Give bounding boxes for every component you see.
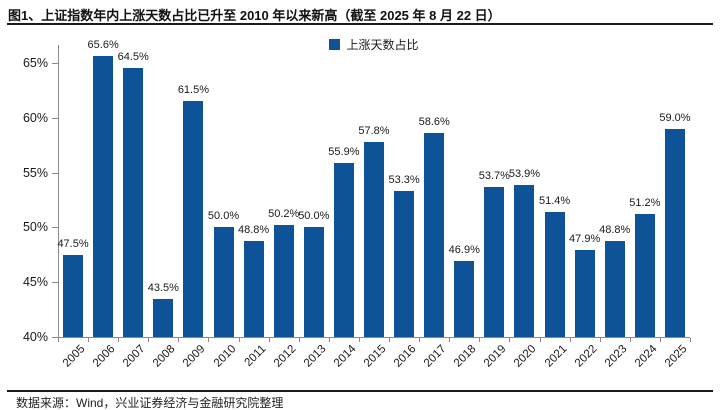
bar	[424, 133, 445, 337]
bar	[63, 254, 84, 337]
bar-value-label: 53.9%	[508, 167, 541, 180]
x-axis-tick	[298, 338, 300, 342]
x-axis-tick	[629, 338, 631, 342]
y-axis-tick	[52, 63, 58, 64]
y-axis-tick	[52, 172, 58, 174]
bar-value-label: 50.0%	[207, 210, 240, 223]
bar-value-label: 53.3%	[388, 174, 420, 187]
bar-value-label: 65.6%	[87, 39, 119, 52]
bar-value-label: 58.6%	[418, 116, 450, 129]
bar	[394, 191, 415, 337]
bar-value-label: 51.2%	[629, 197, 661, 210]
bar-value-label: 64.5%	[117, 51, 149, 64]
x-axis-tick	[88, 338, 90, 342]
chart-title: 图1、上证指数年内上涨天数占比已升至 2010 年以来新高（截至 2025 年 …	[8, 8, 501, 23]
y-axis-label: 60%	[22, 110, 48, 125]
bar-value-label: 57.8%	[358, 124, 390, 137]
bar	[364, 141, 384, 337]
bar	[123, 68, 144, 337]
bar	[634, 214, 655, 337]
bar	[664, 128, 685, 337]
y-axis-label: 45%	[22, 275, 48, 290]
x-axis-tick	[328, 338, 330, 342]
x-axis-tick	[599, 338, 601, 342]
x-axis-tick	[58, 338, 59, 342]
bar	[604, 240, 625, 337]
bar	[273, 225, 294, 337]
bar	[153, 298, 174, 337]
bar	[213, 227, 234, 337]
bar-value-label: 47.5%	[57, 237, 89, 250]
y-axis-tick	[52, 282, 58, 284]
y-axis-tick	[52, 337, 58, 338]
x-axis-tick	[539, 338, 541, 342]
x-axis-line	[58, 337, 690, 338]
x-axis-tick	[178, 338, 180, 342]
bar-value-label: 47.9%	[569, 233, 601, 246]
bar-value-label: 50.0%	[298, 210, 330, 223]
footer-divider	[7, 390, 713, 392]
legend-marker-icon	[329, 39, 341, 50]
bar-value-label: 43.5%	[147, 281, 179, 294]
x-axis-tick	[659, 338, 661, 342]
x-axis-tick	[389, 338, 391, 342]
bar	[303, 227, 324, 337]
bar-value-label: 53.7%	[478, 169, 510, 182]
bar	[484, 186, 505, 337]
legend-label: 上涨天数占比	[346, 38, 419, 52]
title-divider	[7, 23, 713, 25]
bar	[183, 101, 204, 337]
y-axis-label: 50%	[22, 220, 48, 235]
y-axis-label: 65%	[22, 56, 48, 70]
x-axis-tick	[419, 338, 421, 342]
y-axis-label: 40%	[22, 330, 48, 344]
bar-value-label: 50.2%	[268, 208, 300, 221]
legend: 上涨天数占比	[14, 36, 720, 53]
x-axis-tick	[690, 338, 691, 342]
x-axis-tick	[208, 338, 210, 342]
bar	[454, 261, 475, 337]
bar	[333, 162, 354, 337]
bar-value-label: 51.4%	[538, 195, 571, 208]
y-axis-line	[58, 45, 59, 337]
x-axis-tick	[509, 338, 511, 342]
bar	[544, 212, 565, 337]
bar	[574, 250, 595, 337]
y-axis-label: 55%	[22, 165, 48, 180]
bar-value-label: 59.0%	[659, 111, 691, 124]
x-axis-tick	[569, 338, 571, 342]
y-axis-tick	[52, 227, 58, 229]
bar	[514, 184, 535, 337]
bar-value-label: 48.8%	[238, 223, 270, 236]
bar-value-label: 48.8%	[599, 223, 631, 236]
x-axis-tick	[238, 338, 240, 342]
y-axis-tick	[52, 117, 58, 119]
bar-value-label: 61.5%	[177, 84, 210, 97]
data-source: 数据来源：Wind，兴业证券经济与金融研究院整理	[16, 396, 284, 410]
bar	[93, 56, 114, 337]
x-axis-tick	[268, 338, 270, 342]
x-axis-tick	[358, 338, 360, 342]
bar	[243, 240, 264, 337]
x-axis-tick	[148, 338, 150, 342]
bar-value-label: 55.9%	[328, 145, 360, 158]
x-axis-tick	[449, 338, 451, 342]
bar-value-label: 46.9%	[448, 244, 480, 257]
x-axis-tick	[479, 338, 481, 342]
x-axis-tick	[118, 338, 120, 342]
